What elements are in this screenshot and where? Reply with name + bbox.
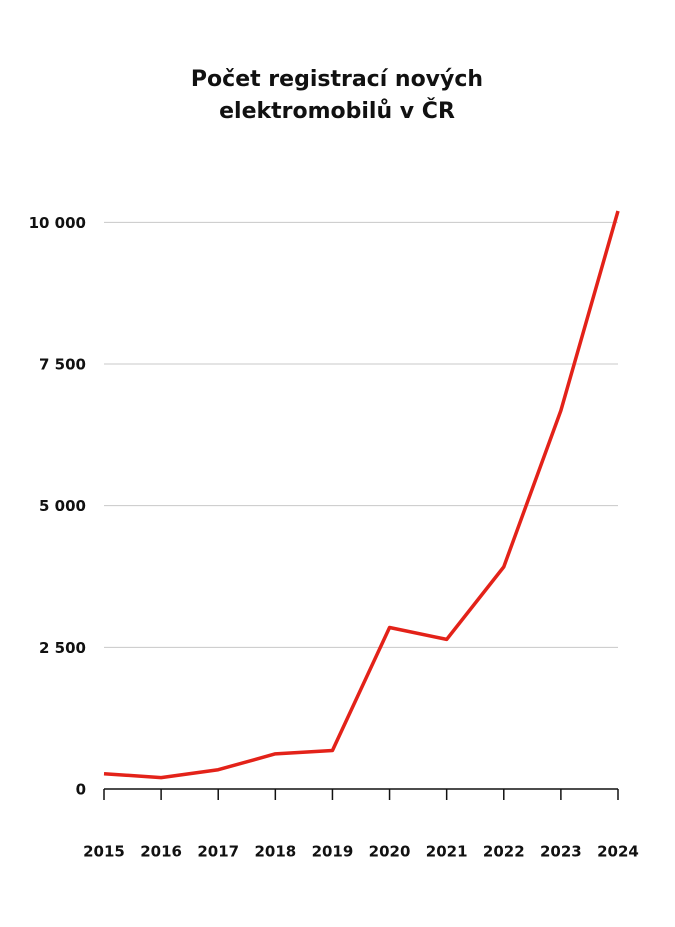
y-tick-label: 10 000	[29, 214, 86, 232]
x-tick-label: 2016	[140, 843, 182, 861]
x-tick-label: 2021	[426, 843, 468, 861]
x-tick-label: 2024	[597, 843, 639, 861]
y-tick-label: 5 000	[39, 497, 86, 515]
y-tick-label: 7 500	[39, 356, 86, 374]
x-tick-label: 2018	[254, 843, 296, 861]
y-tick-label: 2 500	[39, 639, 86, 657]
x-tick-label: 2020	[369, 843, 411, 861]
x-tick-label: 2023	[540, 843, 582, 861]
chart-title: Počet registrací nových elektromobilů v …	[190, 67, 484, 124]
x-tick-label: 2019	[312, 843, 354, 861]
y-tick-label: 0	[76, 781, 86, 799]
x-tick-label: 2022	[483, 843, 525, 861]
x-tick-label: 2015	[83, 843, 125, 861]
data-line	[103, 210, 620, 780]
x-tick-label: 2017	[197, 843, 239, 861]
